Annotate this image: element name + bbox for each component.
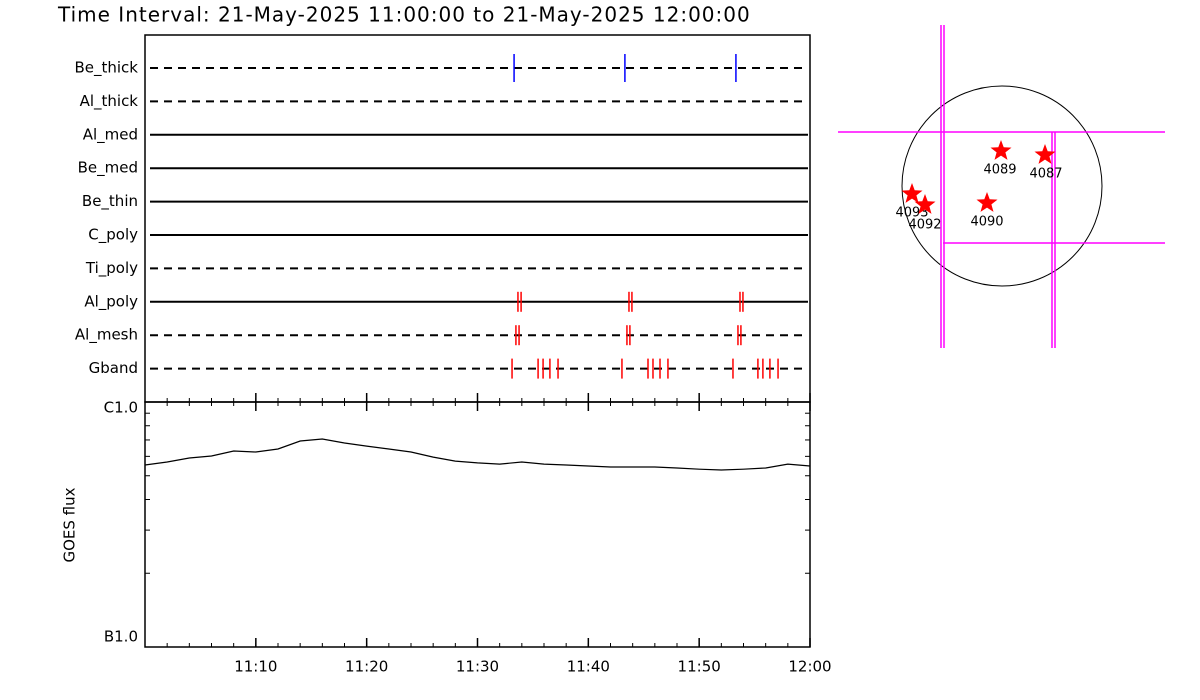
filter-label: Al_poly — [84, 292, 138, 311]
x-tick-label: 12:00 — [788, 658, 831, 676]
x-tick-label: 11:20 — [345, 658, 388, 676]
x-tick-label: 11:40 — [567, 658, 610, 676]
ar-label: 4089 — [983, 163, 1016, 178]
x-tick-label: 11:50 — [678, 658, 721, 676]
x-tick-label: 11:10 — [234, 658, 277, 676]
filter-label: Be_thin — [82, 192, 138, 211]
timeline-frame — [144, 34, 811, 403]
filter-label: Al_med — [83, 125, 138, 144]
x-tick-label: 11:30 — [456, 658, 499, 676]
ar-star — [901, 183, 923, 203]
ar-star — [976, 192, 998, 212]
ar-label: 4087 — [1029, 167, 1062, 182]
filter-label: Al_thick — [80, 92, 139, 111]
goes-frame — [144, 401, 811, 648]
filter-label: Be_thick — [74, 59, 138, 78]
ar-label: 4090 — [970, 215, 1003, 230]
solar-limb — [901, 85, 1103, 287]
filter-label: Gband — [89, 359, 138, 377]
filter-label: Ti_poly — [85, 259, 138, 278]
ar-star — [914, 194, 936, 214]
ar-label: 4092 — [908, 218, 941, 233]
goes-curve — [144, 438, 811, 471]
ar-star — [1034, 144, 1056, 164]
filter-label: Be_med — [78, 159, 138, 178]
filter-label: Al_mesh — [75, 326, 138, 345]
y-tick-label: C1.0 — [104, 399, 138, 417]
y-tick-label: B1.0 — [104, 628, 138, 646]
ar-star — [990, 140, 1012, 160]
filter-label: C_poly — [88, 226, 138, 245]
title: Time Interval: 21-May-2025 11:00:00 to 2… — [57, 3, 751, 27]
y-axis-label: GOES flux — [61, 487, 79, 562]
